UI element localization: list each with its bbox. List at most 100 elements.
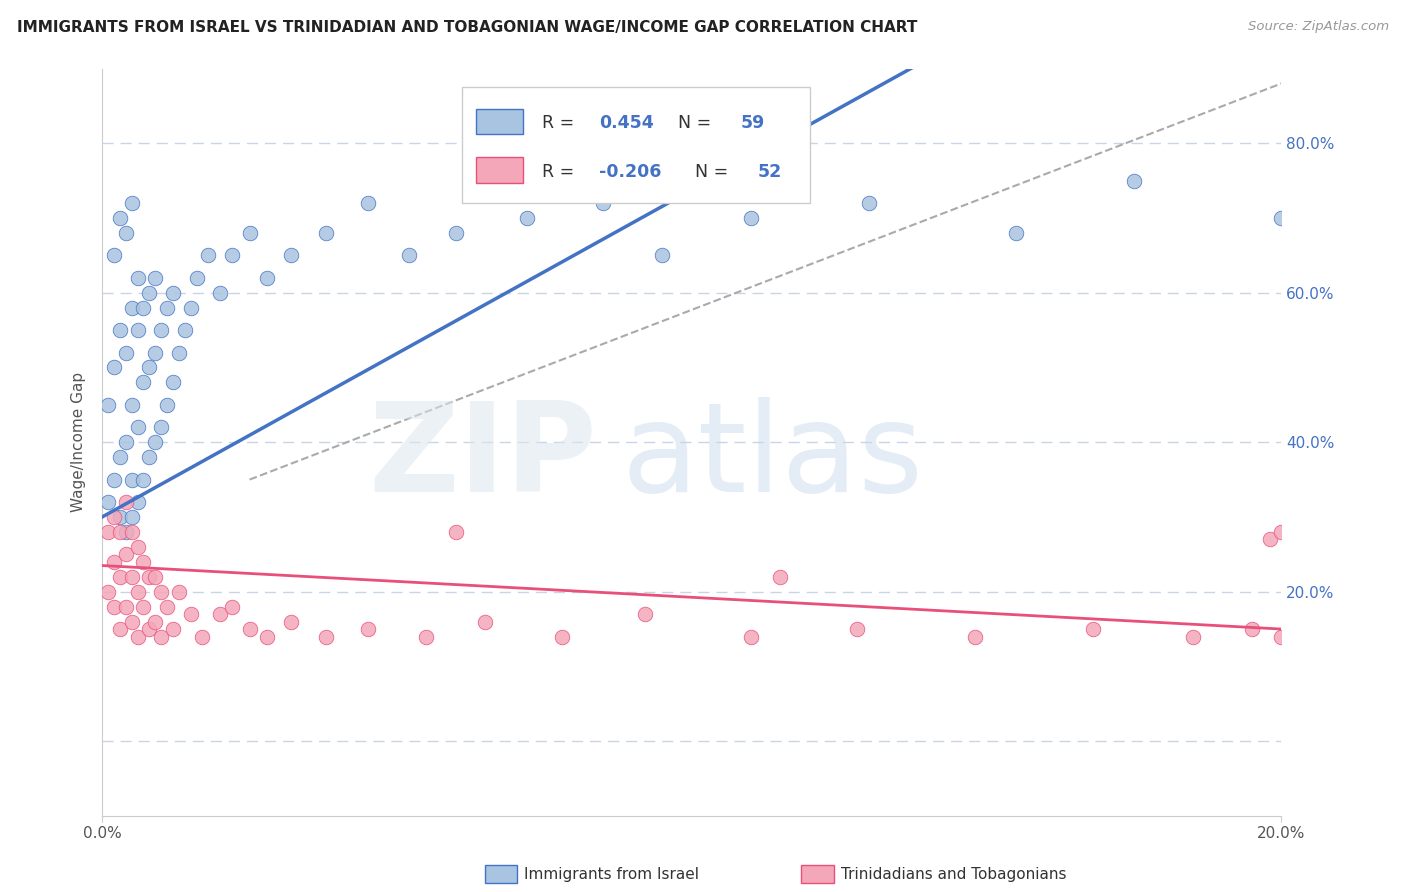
Text: atlas: atlas [621, 397, 924, 517]
Point [209, 285, 232, 300]
Point [1258, 533, 1281, 547]
Point [150, 420, 173, 434]
Point [415, 630, 437, 644]
Text: 59: 59 [740, 114, 765, 132]
Point [138, 450, 160, 465]
Point [186, 270, 208, 285]
Point [162, 622, 184, 636]
Point [280, 248, 302, 262]
Point [221, 248, 243, 262]
Point [1123, 173, 1146, 187]
Point [1005, 226, 1028, 240]
Point [121, 615, 143, 629]
Point [127, 584, 149, 599]
Point [356, 622, 378, 636]
Point [132, 599, 155, 614]
Point [315, 226, 337, 240]
Point [592, 196, 614, 211]
Point [143, 345, 166, 359]
Point [121, 301, 143, 315]
Point [740, 630, 762, 644]
Point [108, 510, 131, 524]
Point [127, 270, 149, 285]
Point [551, 630, 574, 644]
Point [180, 607, 202, 621]
Text: Trinidadians and Tobagonians: Trinidadians and Tobagonians [841, 867, 1066, 881]
Point [256, 630, 278, 644]
Point [103, 360, 125, 375]
Point [444, 524, 467, 539]
Text: Immigrants from Israel: Immigrants from Israel [524, 867, 699, 881]
Point [121, 398, 143, 412]
Point [162, 376, 184, 390]
Point [132, 301, 155, 315]
Point [633, 607, 655, 621]
Point [108, 622, 131, 636]
Point [108, 450, 131, 465]
Point [121, 524, 143, 539]
Point [132, 473, 155, 487]
Point [180, 301, 202, 315]
Point [963, 630, 986, 644]
Point [845, 622, 868, 636]
Point [121, 473, 143, 487]
Point [103, 599, 125, 614]
Point [858, 196, 880, 211]
Text: 52: 52 [758, 162, 782, 181]
Point [315, 630, 337, 644]
Point [114, 599, 136, 614]
Point [740, 211, 762, 225]
Point [209, 607, 232, 621]
Point [108, 211, 131, 225]
Point [132, 555, 155, 569]
Point [156, 599, 179, 614]
Point [127, 540, 149, 554]
Text: N =: N = [696, 162, 734, 181]
Point [1181, 630, 1204, 644]
Point [398, 248, 420, 262]
Point [143, 615, 166, 629]
Point [114, 435, 136, 450]
Point [769, 570, 792, 584]
Point [239, 226, 262, 240]
Text: -0.206: -0.206 [599, 162, 661, 181]
Point [162, 285, 184, 300]
Point [121, 196, 143, 211]
Point [356, 196, 378, 211]
Point [114, 547, 136, 561]
Point [239, 622, 262, 636]
Point [651, 248, 673, 262]
Text: IMMIGRANTS FROM ISRAEL VS TRINIDADIAN AND TOBAGONIAN WAGE/INCOME GAP CORRELATION: IMMIGRANTS FROM ISRAEL VS TRINIDADIAN AN… [17, 20, 917, 35]
Y-axis label: Wage/Income Gap: Wage/Income Gap [72, 372, 86, 512]
Point [97, 398, 120, 412]
Text: N =: N = [678, 114, 717, 132]
Point [114, 345, 136, 359]
Point [167, 584, 190, 599]
Point [143, 435, 166, 450]
Point [97, 524, 120, 539]
Point [97, 495, 120, 509]
Point [173, 323, 195, 337]
Point [127, 630, 149, 644]
Point [191, 630, 214, 644]
Point [138, 622, 160, 636]
Point [127, 323, 149, 337]
FancyBboxPatch shape [477, 109, 523, 135]
FancyBboxPatch shape [477, 158, 523, 183]
Point [197, 248, 219, 262]
Point [138, 285, 160, 300]
Point [143, 570, 166, 584]
Point [221, 599, 243, 614]
Point [444, 226, 467, 240]
Point [103, 473, 125, 487]
Text: ZIP: ZIP [368, 397, 598, 517]
Point [1270, 630, 1292, 644]
Point [127, 495, 149, 509]
Point [97, 584, 120, 599]
Point [156, 301, 179, 315]
Point [1081, 622, 1104, 636]
Point [103, 555, 125, 569]
Point [108, 524, 131, 539]
Point [108, 323, 131, 337]
Point [132, 376, 155, 390]
